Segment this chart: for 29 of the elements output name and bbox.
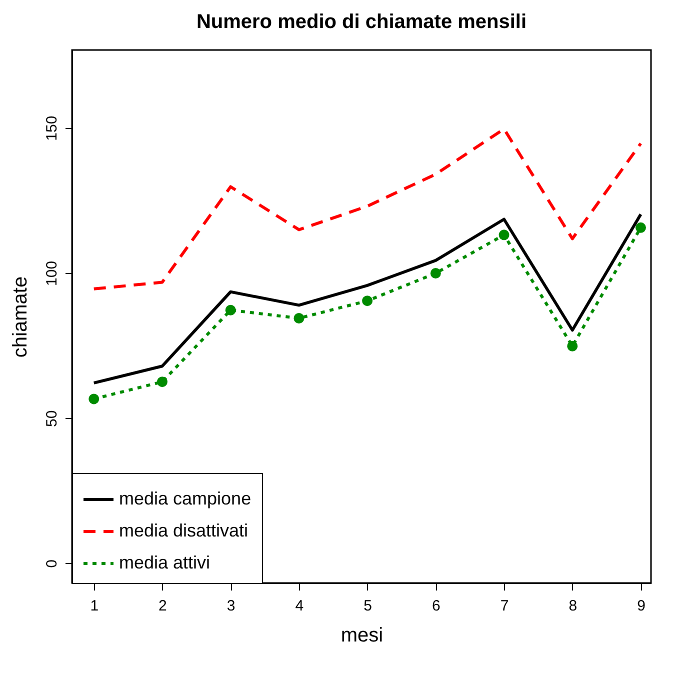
y-tick-label: 100 bbox=[44, 260, 60, 286]
legend-label: media disattivati bbox=[119, 520, 248, 540]
point bbox=[498, 230, 510, 240]
point bbox=[362, 296, 373, 306]
x-tick-label: 5 bbox=[364, 598, 372, 614]
x-tick-label: 3 bbox=[226, 598, 236, 614]
x-tick-label: 8 bbox=[568, 598, 578, 614]
point bbox=[430, 268, 441, 278]
legend-label: media attivi bbox=[119, 552, 210, 572]
legend-label: media campione bbox=[119, 488, 252, 508]
x-tick-label: 4 bbox=[295, 598, 304, 614]
x-axis-title: mesi bbox=[340, 624, 384, 646]
y-tick-label: 50 bbox=[44, 410, 60, 427]
x-tick-label: 1 bbox=[90, 598, 99, 614]
point bbox=[225, 304, 236, 316]
point bbox=[567, 340, 578, 352]
y-tick-label: 0 bbox=[44, 560, 60, 568]
x-tick-label: 9 bbox=[637, 598, 646, 614]
point bbox=[156, 376, 168, 388]
y-axis-title: chiamate bbox=[10, 276, 32, 358]
y-tick-label: 150 bbox=[44, 116, 60, 141]
point bbox=[88, 394, 100, 404]
point bbox=[294, 313, 304, 324]
chart-title: Numero medio di chiamate mensili bbox=[196, 11, 527, 33]
x-tick-label: 2 bbox=[158, 598, 167, 614]
point bbox=[636, 222, 646, 233]
x-tick-label: 7 bbox=[500, 598, 509, 614]
line-series bbox=[92, 212, 642, 384]
x-tick-label: 6 bbox=[432, 598, 440, 614]
